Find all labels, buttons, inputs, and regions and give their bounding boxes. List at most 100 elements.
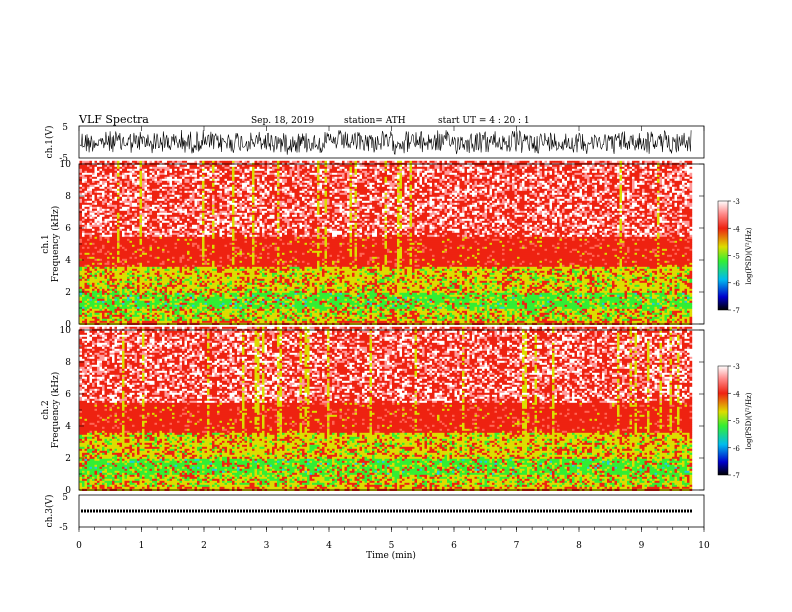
ch1-spectrogram-cell <box>80 169 83 171</box>
ch1-spectrogram-cell <box>80 177 83 179</box>
ch1-spectrogram-cell <box>102 279 105 281</box>
ch1-spectrogram-cell <box>82 187 85 189</box>
ch1-spectrogram-cell <box>87 161 90 163</box>
ch1-spectrogram-cell <box>100 311 103 313</box>
ch1-spectrogram-cell <box>102 187 105 189</box>
ch1-spectrogram-cell <box>102 175 105 177</box>
ch1-spectrogram-cell <box>87 271 90 273</box>
ch1-spectrogram-cell <box>97 187 100 189</box>
ch1-spectrogram-cell <box>97 237 100 239</box>
ch1-spectrogram-cell <box>85 311 88 313</box>
ch1-spectrogram-cell <box>95 165 98 167</box>
ch1-spectrogram-cell <box>90 299 93 301</box>
ch1-spectrogram-cell <box>82 277 85 279</box>
ch1-spectrogram-cell <box>92 307 95 309</box>
ch1-spectrogram-cell <box>100 287 103 289</box>
ch1-spectrogram-cell <box>85 229 88 231</box>
ch1-spectrogram-cell <box>80 189 83 191</box>
ch1-spectrogram-cell <box>97 263 100 265</box>
ch1-spectrogram-cell <box>80 261 83 263</box>
ch1-spectrogram-cell <box>105 207 108 209</box>
ch1-spectrogram-cell <box>102 281 105 283</box>
ch1-spectrogram-cell <box>87 171 90 173</box>
ch1-spectrogram-cell <box>85 283 88 285</box>
ch1-spectrogram-cell <box>85 275 88 277</box>
ch1-spectrogram-cell <box>87 261 90 263</box>
ch1-spectrogram-cell <box>97 175 100 177</box>
ch1-spectrogram-cell <box>105 315 108 317</box>
ch1-spectrogram-cell <box>105 247 108 249</box>
ch1-spectrogram-cell <box>87 255 90 257</box>
ch1-spectrogram-cell <box>95 243 98 245</box>
ch1-spectrogram-cell <box>90 209 93 211</box>
ch1-spectrogram-cell <box>85 305 88 307</box>
ch1-spectrogram-cell <box>80 247 83 249</box>
ch1-spectrogram-cell <box>80 187 83 189</box>
ch1-spectrogram-cell <box>90 161 93 163</box>
ch1-spectrogram-cell <box>82 289 85 291</box>
ch1-spectrogram-cell <box>95 185 98 187</box>
ch1-spectrogram-cell <box>107 311 110 313</box>
ch1-spectrogram-cell <box>87 209 90 211</box>
ch1-spectrogram-cell <box>100 185 103 187</box>
ch1-spectrogram-cell <box>80 309 83 311</box>
ch1-spectrogram-cell <box>85 187 88 189</box>
ch1-spectrogram-cell <box>107 219 110 221</box>
ch1-spectrogram-cell <box>97 279 100 281</box>
ch1-spectrogram-cell <box>87 221 90 223</box>
ch1-spectrogram-cell <box>87 227 90 229</box>
ch1-spectrogram-cell <box>87 187 90 189</box>
ch1-spectrogram-cell <box>92 281 95 283</box>
ch1-spectrogram-cell <box>105 253 108 255</box>
ch1-spectrogram-cell <box>107 275 110 277</box>
ch1-spectrogram-cell <box>100 277 103 279</box>
ch1-spectrogram-cell <box>90 203 93 205</box>
ch1-spectrogram-cell <box>87 317 90 319</box>
ch1-spectrogram-cell <box>100 201 103 203</box>
ch1-spectrogram-cell <box>87 293 90 295</box>
ch1-spectrogram-cell <box>80 183 83 185</box>
ch1-spectrogram-image <box>80 161 693 325</box>
ch1-spectrogram-cell <box>107 247 110 249</box>
ch1-spectrogram-cell <box>90 223 93 225</box>
ch1-spectrogram-cell <box>102 263 105 265</box>
ch1-spectrogram-cell <box>80 277 83 279</box>
ch1-spectrogram-cell <box>90 269 93 271</box>
ch1-spectrogram-cell <box>90 165 93 167</box>
ch1-spectrogram-cell <box>92 207 95 209</box>
ch1-spectrogram-cell <box>97 169 100 171</box>
ch1-spectrogram-cell <box>85 315 88 317</box>
ch1-spectrogram-cell <box>97 217 100 219</box>
ch1-spectrogram-cell <box>80 237 83 239</box>
ch1-spectrogram-cell <box>85 241 88 243</box>
ch1-spectrogram-cell <box>95 305 98 307</box>
ch1-spectrogram-cell <box>102 273 105 275</box>
ch1-spectrogram-cell <box>85 271 88 273</box>
ch1-spectrogram-cell <box>87 285 90 287</box>
ch1-spectrogram-cell <box>90 265 93 267</box>
ch1-spectrogram-cell <box>97 259 100 261</box>
ch1-spectrogram-cell <box>97 289 100 291</box>
ch1-spectrogram-cell <box>95 237 98 239</box>
ch1-spectrogram-cell <box>100 263 103 265</box>
ch1-spectrogram-cell <box>85 165 88 167</box>
ch1-spectrogram-cell <box>95 279 98 281</box>
ch1-spectrogram-cell <box>90 321 93 323</box>
ch1-spectrogram-cell <box>87 267 90 269</box>
ch1-spectrogram-cell <box>82 203 85 205</box>
ch1-spectrogram-cell <box>97 241 100 243</box>
ch1-spectrogram-cell <box>107 277 110 279</box>
ch1-spectrogram-cell <box>92 259 95 261</box>
ch1-spectrogram-cell <box>102 241 105 243</box>
ch1-spectrogram-cell <box>82 209 85 211</box>
ch1-spectrogram-cell <box>85 177 88 179</box>
ch1-spectrogram-cell <box>80 283 83 285</box>
ch1-spectrogram-cell <box>107 287 110 289</box>
ch1-spectrogram-cell <box>90 221 93 223</box>
ch1-spectrogram-cell <box>92 279 95 281</box>
ch1-spectrogram-cell <box>95 275 98 277</box>
ch1-spectrogram-cell <box>92 303 95 305</box>
ch1-spectrogram-cell <box>95 197 98 199</box>
ch1-spectrogram-cell <box>80 289 83 291</box>
ch1-spectrogram-cell <box>95 161 98 163</box>
